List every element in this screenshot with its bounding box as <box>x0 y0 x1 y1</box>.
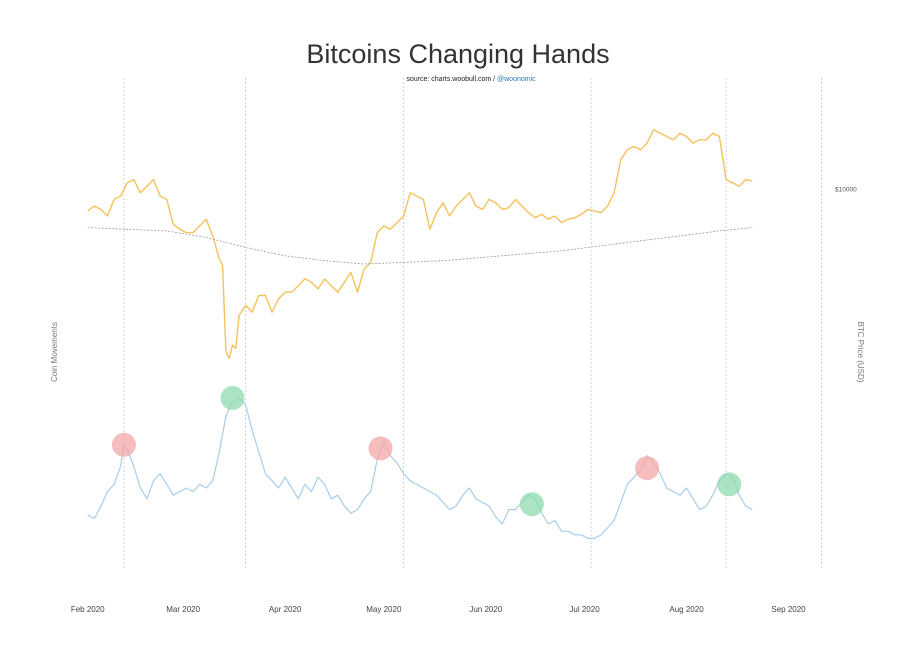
buy-marker-2 <box>220 386 245 410</box>
x-tick-label: Feb 2020 <box>71 605 105 614</box>
x-tick-label: Jul 2020 <box>569 605 600 614</box>
sell-marker-1 <box>111 432 136 457</box>
chart-source: source: charts.woobull.com / @woonomic <box>406 76 536 83</box>
btc-price-line <box>87 129 753 360</box>
price-tick-label: $10000 <box>835 187 857 194</box>
x-tick-label: Jun 2020 <box>469 605 502 614</box>
event-lines <box>123 78 822 568</box>
x-tick-label: Apr 2020 <box>269 605 302 614</box>
x-tick-label: Sep 2020 <box>771 605 806 614</box>
buy-marker-6 <box>717 472 742 497</box>
marker-layer <box>111 386 742 517</box>
x-tick-label: Aug 2020 <box>669 605 704 614</box>
x-axis-ticks: Feb 2020 Mar 2020 Apr 2020 May 2020 Jun 2020… <box>71 605 806 614</box>
sell-marker-5 <box>635 456 660 481</box>
buy-marker-4 <box>519 492 544 517</box>
sell-marker-3 <box>368 436 393 461</box>
x-tick-label: May 2020 <box>366 605 402 614</box>
y-axis-label-left: Coin Movements <box>50 322 59 382</box>
y-axis-label-right: BTC Price (USD) <box>856 322 865 383</box>
source-prefix: source: charts.woobull.com / <box>406 76 497 83</box>
price-moving-average-line <box>87 227 753 265</box>
chart-title: Bitcoins Changing Hands <box>306 39 609 69</box>
source-handle[interactable]: @woonomic <box>497 76 536 83</box>
x-tick-label: Mar 2020 <box>166 605 200 614</box>
